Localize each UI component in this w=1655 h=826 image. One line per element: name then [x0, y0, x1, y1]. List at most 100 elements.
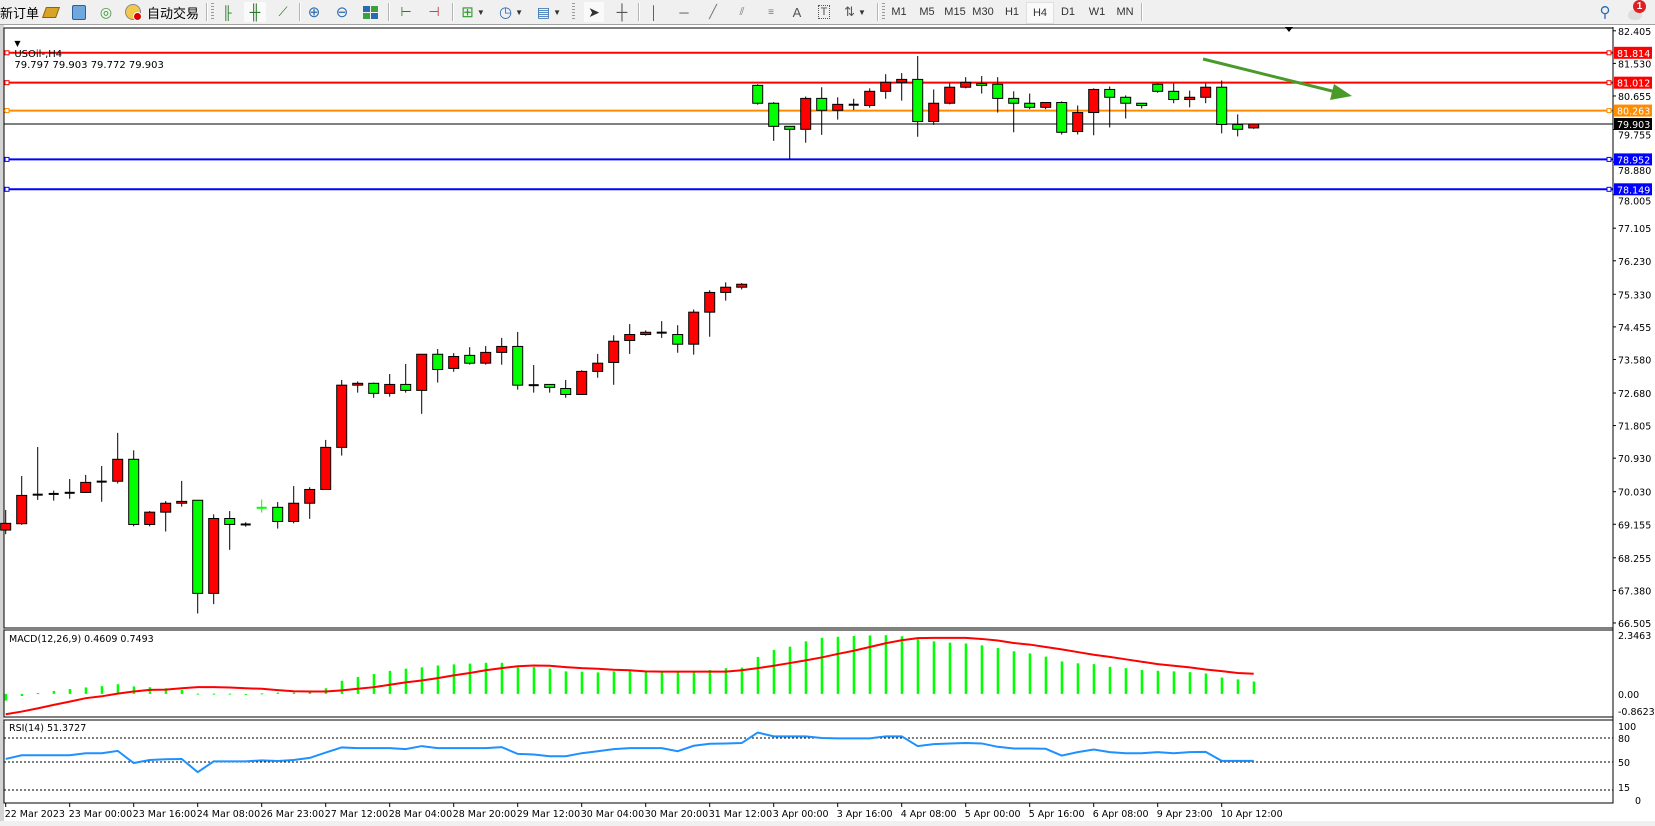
macd-histogram-bar [52, 690, 56, 694]
candle-bear [464, 354, 476, 364]
indicators-button[interactable]: ⊞ ▼ [458, 2, 488, 22]
candle-bull [1072, 112, 1084, 133]
period-m15[interactable]: M15 [944, 6, 966, 18]
toolbar-grip[interactable] [572, 3, 575, 21]
macd-histogram-bar [1108, 666, 1112, 694]
macd-histogram-bar [212, 693, 216, 695]
macd-histogram-bar [1044, 656, 1048, 694]
period-h1[interactable]: H1 [1004, 6, 1020, 18]
period-d1[interactable]: D1 [1060, 6, 1076, 18]
chart-shift-marker-icon[interactable] [1285, 27, 1293, 32]
candle-bull [208, 518, 220, 594]
arrows-button[interactable]: ⇅ ▼ [840, 2, 870, 22]
line-handle-icon[interactable] [1606, 50, 1612, 56]
candle-bear [1136, 102, 1148, 106]
toolbar-separator [877, 3, 879, 21]
text-label-icon[interactable]: T [815, 2, 833, 22]
search-icon[interactable]: ⚲ [1599, 4, 1611, 21]
period-m30[interactable]: M30 [972, 6, 994, 18]
candle-bear [1216, 86, 1228, 125]
trend-arrow-line[interactable] [1202, 57, 1341, 95]
line-handle-icon[interactable] [4, 186, 10, 192]
new-order-button[interactable]: 新订单 [0, 2, 39, 22]
chart-menu-triangle-icon[interactable]: ▼ [14, 39, 21, 48]
candle-bull [864, 90, 876, 106]
toolbar-grip[interactable] [882, 3, 885, 21]
candle-bear [1168, 90, 1180, 101]
price-axis-label: 78.005 [1618, 197, 1651, 208]
line-chart-icon[interactable]: ⟋ [278, 4, 288, 19]
cursor-icon[interactable]: ➤ [584, 2, 604, 22]
macd-label: MACD(12,26,9) 0.4609 0.7493 [9, 634, 154, 645]
bar-chart-icon[interactable]: ╟ [222, 4, 232, 20]
vertical-line-icon[interactable]: │ [649, 4, 659, 20]
line-handle-icon[interactable] [1606, 186, 1612, 192]
auto-trading-button[interactable]: 自动交易 [125, 2, 221, 22]
candle-bull [16, 494, 28, 525]
line-handle-icon[interactable] [1606, 108, 1612, 114]
candle-bear [1024, 102, 1036, 108]
chart-shift-icon[interactable]: ⊢ [400, 4, 412, 19]
equidistant-channel-icon[interactable]: ⫽ [739, 5, 745, 18]
navigator-icon[interactable] [70, 2, 88, 22]
line-handle-icon[interactable] [1606, 80, 1612, 86]
chevron-down-icon: ▼ [515, 7, 523, 17]
price-axis-label: 72.680 [1618, 389, 1651, 400]
candle-bear [1120, 96, 1132, 104]
fibonacci-icon[interactable]: ≡ [768, 6, 774, 18]
toolbar-grip[interactable] [211, 3, 214, 21]
templates-button[interactable]: ▤ ▼ [534, 2, 564, 22]
macd-histogram-bar [1236, 679, 1240, 694]
candlestick-chart-icon[interactable]: ╫ [244, 2, 266, 22]
candle-bull [1248, 123, 1260, 129]
horizontal-line-icon[interactable]: ─ [679, 4, 689, 20]
macd-histogram-bar [436, 665, 440, 694]
line-handle-icon[interactable] [4, 80, 10, 86]
candle-bear [192, 499, 204, 594]
time-axis-label: 9 Apr 23:00 [1157, 809, 1213, 820]
zoom-in-icon[interactable]: ⊕ [307, 4, 321, 21]
auto-trading-icon [125, 4, 142, 21]
price-axis-label: 81.530 [1618, 59, 1651, 70]
period-h4[interactable]: H4 [1026, 2, 1054, 24]
candle-bull [1200, 86, 1212, 98]
macd-histogram-bar [292, 692, 296, 694]
macd-histogram-bar [900, 636, 904, 694]
period-w1[interactable]: W1 [1088, 6, 1106, 18]
autoscroll-icon[interactable]: ⊣ [428, 4, 440, 19]
candle-bear [992, 83, 1004, 99]
line-handle-icon[interactable] [4, 50, 10, 56]
time-axis-label: 10 Apr 12:00 [1221, 809, 1283, 820]
toolbar-separator [299, 3, 301, 21]
macd-histogram-bar [580, 671, 584, 694]
macd-histogram-bar [1188, 672, 1192, 694]
line-handle-icon[interactable] [1606, 156, 1612, 162]
text-icon[interactable]: A [792, 4, 802, 20]
macd-histogram-bar [228, 693, 232, 695]
time-axis-label: 5 Apr 00:00 [965, 809, 1021, 820]
tile-windows-icon[interactable] [361, 2, 379, 22]
candle-bull [448, 355, 460, 369]
signal-icon[interactable]: ◎ [99, 3, 113, 20]
toolbar-separator [388, 3, 390, 21]
trendline-icon[interactable]: ╱ [709, 4, 717, 19]
zoom-out-icon[interactable]: ⊖ [335, 4, 349, 21]
period-m5[interactable]: M5 [919, 6, 935, 18]
time-axis-label: 23 Mar 16:00 [133, 809, 196, 820]
notifications-button[interactable]: 1 [1622, 0, 1648, 22]
macd-histogram-bar [180, 689, 184, 694]
macd-signal-line [5, 636, 1254, 716]
templates-icon: ▤ [536, 3, 551, 20]
periodicity-button[interactable]: ◷ ▼ [496, 2, 526, 22]
crosshair-icon[interactable]: ┼ [616, 3, 628, 21]
macd-histogram-bar [388, 670, 392, 694]
trend-arrow-head-icon [1330, 84, 1352, 100]
line-handle-icon[interactable] [4, 108, 10, 114]
candle-bull [304, 488, 316, 504]
line-handle-icon[interactable] [4, 156, 10, 162]
period-m1[interactable]: M1 [891, 6, 907, 18]
period-mn[interactable]: MN [1116, 6, 1134, 18]
candle-bull [608, 340, 620, 363]
candle-bull [288, 502, 300, 522]
